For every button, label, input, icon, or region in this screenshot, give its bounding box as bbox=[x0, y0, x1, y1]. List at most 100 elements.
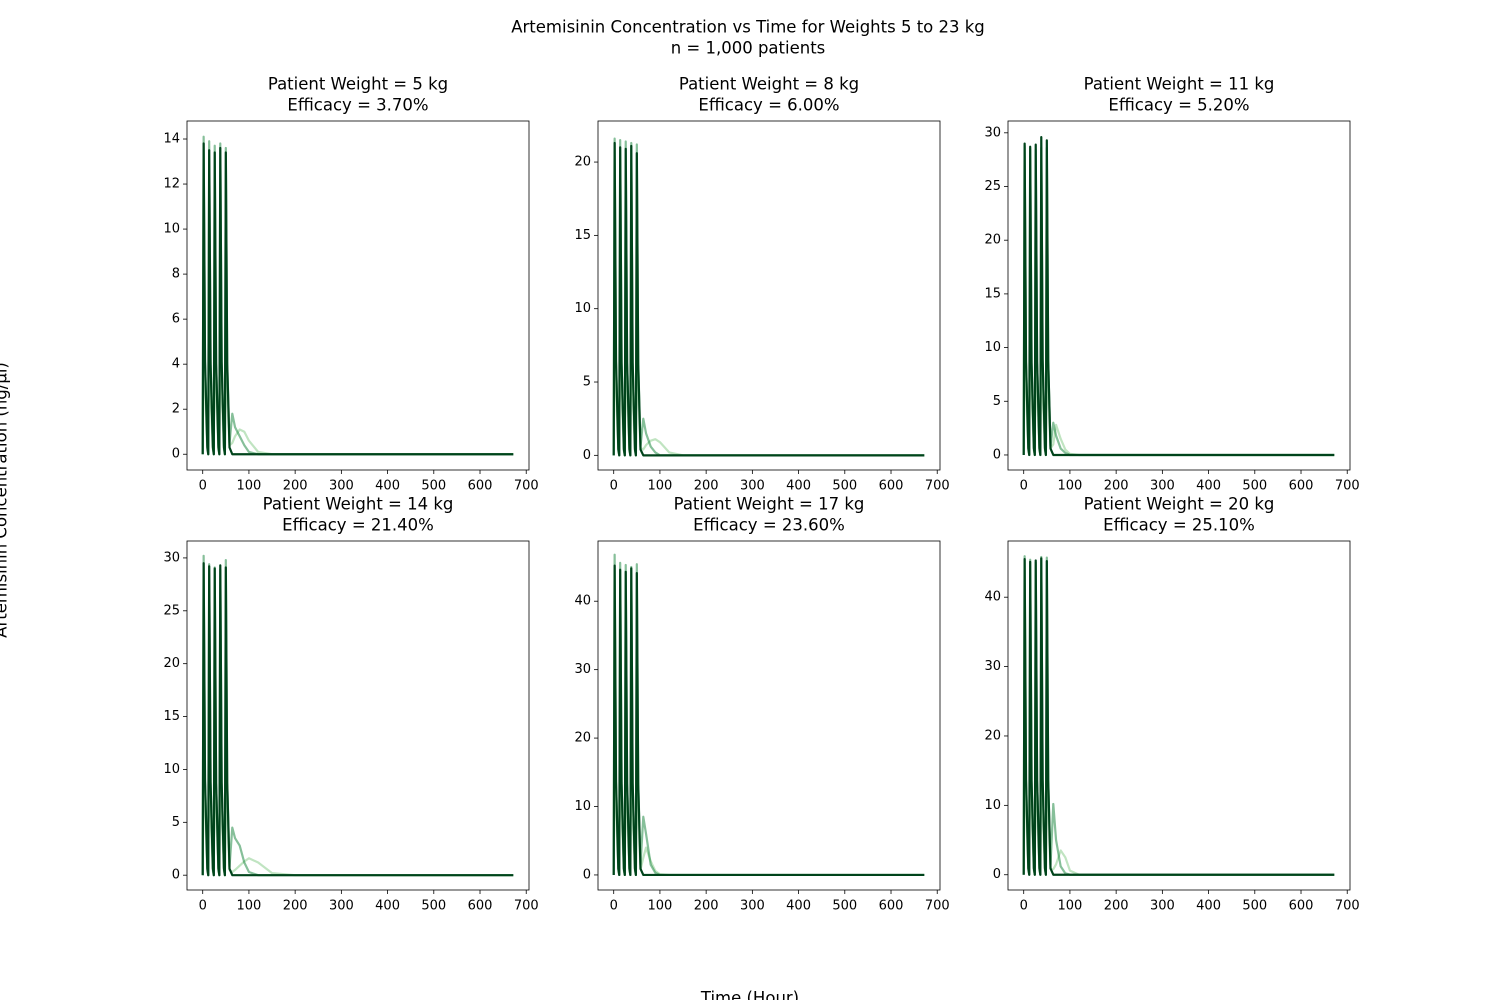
x-tick-label: 300 bbox=[329, 479, 354, 494]
x-tick-label: 700 bbox=[514, 899, 539, 914]
x-tick-label: 500 bbox=[832, 479, 857, 494]
x-tick-label: 200 bbox=[283, 479, 308, 494]
x-tick-label: 300 bbox=[1150, 479, 1175, 494]
x-tick-label: 500 bbox=[421, 479, 446, 494]
x-tick-label: 0 bbox=[199, 899, 207, 914]
x-tick-label: 100 bbox=[1058, 899, 1083, 914]
y-tick-label: 20 bbox=[163, 656, 180, 671]
x-tick-label: 600 bbox=[879, 479, 904, 494]
y-tick-label: 0 bbox=[583, 448, 591, 463]
subplot-subtitle: Efficacy = 23.60% bbox=[693, 516, 845, 535]
patient-curve bbox=[1022, 136, 1335, 457]
subplot-title: Patient Weight = 17 kg bbox=[674, 495, 865, 514]
x-tick-label: 300 bbox=[740, 479, 765, 494]
subplot: Patient Weight = 5 kg Efficacy = 3.70% 0 10… bbox=[163, 75, 538, 494]
x-tick-label: 600 bbox=[468, 899, 493, 914]
patient-curve bbox=[201, 142, 514, 456]
x-tick-label: 500 bbox=[832, 899, 857, 914]
y-tick-label: 0 bbox=[172, 447, 180, 462]
subplot: Patient Weight = 11 kg Efficacy = 5.20% 0 1… bbox=[984, 75, 1359, 494]
y-tick-label: 15 bbox=[984, 286, 1001, 301]
x-tick-label: 300 bbox=[740, 899, 765, 914]
figure-title: Artemisinin Concentration vs Time for We… bbox=[511, 18, 985, 37]
x-tick-label: 600 bbox=[1289, 899, 1314, 914]
x-tick-label: 0 bbox=[610, 479, 618, 494]
y-tick-label: 5 bbox=[583, 375, 591, 390]
plot-area bbox=[1022, 136, 1335, 457]
subplot-subtitle: Efficacy = 6.00% bbox=[698, 96, 839, 115]
x-tick-label: 500 bbox=[1242, 899, 1267, 914]
x-tick-label: 600 bbox=[468, 479, 493, 494]
y-tick-label: 2 bbox=[172, 402, 180, 417]
subplot: Patient Weight = 14 kg Efficacy = 21.40% 0… bbox=[163, 495, 538, 914]
x-tick-label: 100 bbox=[1058, 479, 1083, 494]
x-tick-label: 700 bbox=[925, 479, 950, 494]
x-tick-label: 300 bbox=[1150, 899, 1175, 914]
y-tick-label: 10 bbox=[984, 340, 1001, 355]
patient-curve bbox=[201, 562, 514, 877]
x-tick-label: 100 bbox=[237, 899, 262, 914]
y-tick-label: 6 bbox=[172, 312, 180, 327]
y-tick-label: 10 bbox=[984, 798, 1001, 813]
plot-area bbox=[201, 135, 514, 456]
x-tick-label: 0 bbox=[199, 479, 207, 494]
y-tick-label: 30 bbox=[574, 662, 591, 677]
x-tick-label: 400 bbox=[375, 479, 400, 494]
subplot-title: Patient Weight = 5 kg bbox=[268, 75, 448, 94]
subplot-subtitle: Efficacy = 21.40% bbox=[282, 516, 434, 535]
axes-frame bbox=[597, 120, 941, 471]
y-tick-label: 10 bbox=[163, 222, 180, 237]
y-tick-label: 20 bbox=[574, 155, 591, 170]
axes-frame bbox=[186, 120, 530, 471]
y-tick-label: 15 bbox=[574, 228, 591, 243]
plot-area bbox=[201, 554, 514, 877]
y-tick-label: 5 bbox=[172, 815, 180, 830]
subplot-subtitle: Efficacy = 3.70% bbox=[287, 96, 428, 115]
plot-area bbox=[1022, 555, 1335, 876]
y-tick-label: 5 bbox=[993, 394, 1001, 409]
y-tick-label: 40 bbox=[574, 594, 591, 609]
x-tick-label: 200 bbox=[1104, 479, 1129, 494]
plot-area bbox=[612, 553, 925, 877]
y-tick-label: 20 bbox=[574, 731, 591, 746]
axes-frame bbox=[1007, 120, 1351, 471]
y-tick-label: 12 bbox=[163, 177, 180, 192]
x-tick-label: 0 bbox=[1020, 899, 1028, 914]
x-tick-label: 400 bbox=[1196, 479, 1221, 494]
subplot-title: Patient Weight = 20 kg bbox=[1084, 495, 1275, 514]
figure-subtitle: n = 1,000 patients bbox=[671, 39, 826, 58]
subplot-title: Patient Weight = 8 kg bbox=[679, 75, 859, 94]
subplot-title: Patient Weight = 14 kg bbox=[263, 495, 454, 514]
y-tick-label: 15 bbox=[163, 709, 180, 724]
x-tick-label: 100 bbox=[648, 899, 673, 914]
axes-frame bbox=[186, 540, 530, 891]
x-tick-label: 400 bbox=[1196, 899, 1221, 914]
x-tick-label: 600 bbox=[1289, 479, 1314, 494]
y-tick-label: 4 bbox=[172, 357, 180, 372]
x-tick-label: 500 bbox=[1242, 479, 1267, 494]
x-tick-label: 700 bbox=[514, 479, 539, 494]
x-tick-label: 700 bbox=[1335, 899, 1360, 914]
plot-area bbox=[612, 137, 925, 457]
y-tick-label: 30 bbox=[984, 125, 1001, 140]
y-tick-label: 20 bbox=[984, 233, 1001, 248]
subplot-title: Patient Weight = 11 kg bbox=[1084, 75, 1275, 94]
patient-curve bbox=[612, 564, 925, 877]
x-tick-label: 700 bbox=[1335, 479, 1360, 494]
x-tick-label: 100 bbox=[648, 479, 673, 494]
x-tick-label: 200 bbox=[694, 479, 719, 494]
x-tick-label: 500 bbox=[421, 899, 446, 914]
x-tick-label: 0 bbox=[1020, 479, 1028, 494]
subplot-subtitle: Efficacy = 5.20% bbox=[1108, 96, 1249, 115]
x-tick-label: 200 bbox=[1104, 899, 1129, 914]
x-tick-label: 0 bbox=[610, 899, 618, 914]
x-tick-label: 300 bbox=[329, 899, 354, 914]
y-tick-label: 0 bbox=[583, 867, 591, 882]
y-tick-label: 0 bbox=[993, 867, 1001, 882]
x-tick-label: 400 bbox=[375, 899, 400, 914]
y-tick-label: 10 bbox=[574, 799, 591, 814]
x-tick-label: 700 bbox=[925, 899, 950, 914]
x-tick-label: 200 bbox=[694, 899, 719, 914]
